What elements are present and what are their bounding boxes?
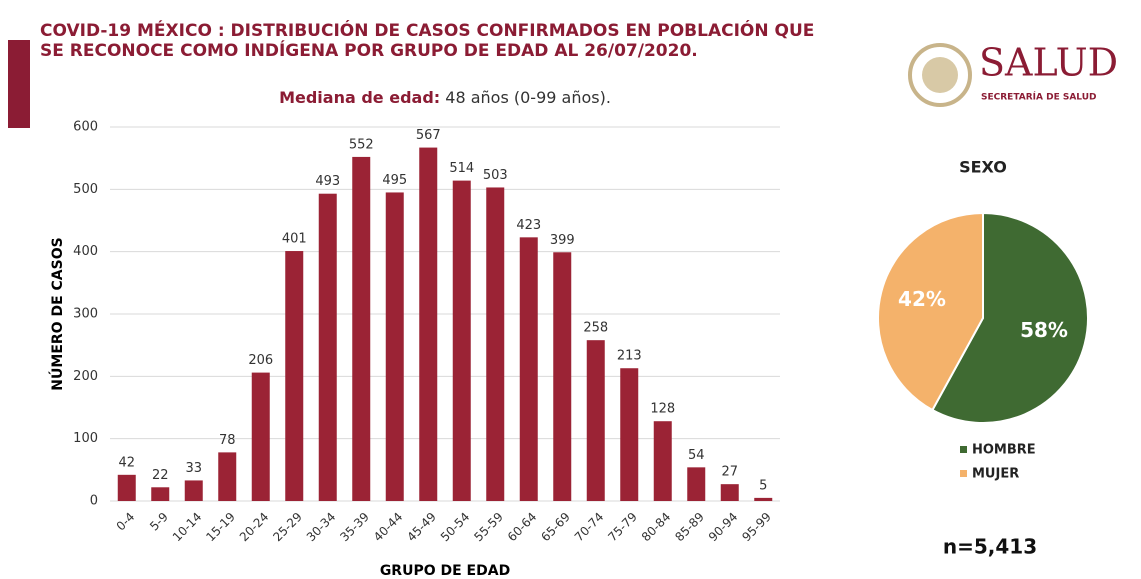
value-label: 552 bbox=[349, 137, 374, 152]
value-label: 493 bbox=[315, 174, 340, 189]
x-tick-label: 0-4 bbox=[114, 510, 138, 534]
x-tick-label: 20-24 bbox=[237, 510, 272, 545]
y-axis-label: NÚMERO DE CASOS bbox=[48, 237, 66, 390]
x-tick-label: 65-69 bbox=[538, 510, 573, 545]
y-tick-label: 600 bbox=[73, 120, 98, 135]
bar-subtitle: Mediana de edad: 48 años (0-99 años). bbox=[279, 88, 611, 107]
x-tick-label: 60-64 bbox=[505, 510, 540, 545]
legend-label: MUJER bbox=[972, 467, 1019, 482]
x-tick-label: 35-39 bbox=[337, 510, 372, 545]
x-tick-label: 10-14 bbox=[170, 510, 205, 545]
bar bbox=[720, 484, 739, 501]
x-tick-label: 85-89 bbox=[672, 510, 707, 545]
x-tick-label: 45-49 bbox=[404, 510, 439, 545]
subtitle-label: Mediana de edad: bbox=[279, 88, 440, 107]
logo-subtitle: SECRETARÍA DE SALUD bbox=[981, 91, 1097, 103]
x-tick-label: 75-79 bbox=[605, 510, 640, 545]
value-label: 495 bbox=[382, 173, 407, 188]
y-tick-label: 0 bbox=[90, 494, 98, 509]
legend-swatch bbox=[960, 470, 967, 477]
bar bbox=[151, 487, 170, 501]
bar bbox=[218, 452, 237, 501]
value-label: 54 bbox=[688, 448, 705, 463]
legend-label: HOMBRE bbox=[972, 443, 1036, 458]
value-label: 22 bbox=[152, 468, 169, 483]
y-tick-label: 100 bbox=[73, 431, 98, 446]
slice-label: 58% bbox=[1020, 318, 1068, 342]
emblem bbox=[908, 43, 972, 107]
bar bbox=[486, 187, 505, 502]
accent-bar bbox=[8, 40, 30, 128]
x-tick-label: 95-99 bbox=[739, 510, 774, 545]
bar bbox=[385, 192, 404, 501]
bar bbox=[553, 252, 572, 501]
x-tick-label: 90-94 bbox=[706, 510, 741, 545]
value-label: 42 bbox=[118, 455, 135, 470]
y-tick-label: 400 bbox=[73, 244, 98, 259]
value-label: 258 bbox=[583, 321, 608, 336]
bar bbox=[620, 368, 639, 501]
value-label: 503 bbox=[483, 168, 508, 183]
x-tick-label: 30-34 bbox=[304, 510, 339, 545]
bar bbox=[687, 467, 706, 501]
y-tick-label: 300 bbox=[73, 307, 98, 322]
x-tick-label: 25-29 bbox=[270, 510, 305, 545]
x-tick-label: 80-84 bbox=[639, 510, 674, 545]
y-tick-label: 500 bbox=[73, 182, 98, 197]
x-tick-label: 40-44 bbox=[371, 510, 406, 545]
value-label: 401 bbox=[282, 232, 307, 247]
x-tick-label: 50-54 bbox=[438, 510, 473, 545]
bar bbox=[285, 251, 304, 501]
pie-slice bbox=[931, 211, 1089, 424]
bar bbox=[184, 480, 203, 501]
x-tick-label: 70-74 bbox=[572, 510, 607, 545]
value-label: 33 bbox=[185, 461, 202, 476]
value-label: 399 bbox=[550, 233, 575, 248]
value-label: 206 bbox=[248, 353, 273, 368]
subtitle-text: 48 años (0-99 años). bbox=[445, 88, 611, 107]
bar bbox=[653, 421, 672, 501]
x-tick-label: 15-19 bbox=[203, 510, 238, 545]
bar bbox=[352, 156, 371, 502]
emblem bbox=[922, 57, 958, 93]
bar bbox=[452, 180, 471, 501]
x-tick-label: 5-9 bbox=[147, 510, 171, 534]
value-label: 5 bbox=[759, 478, 767, 493]
slide-title: COVID-19 MÉXICO : DISTRIBUCIÓN DE CASOS … bbox=[40, 19, 814, 41]
bar bbox=[117, 474, 136, 501]
bar bbox=[251, 372, 270, 501]
value-label: 213 bbox=[617, 349, 642, 364]
bar bbox=[419, 147, 438, 501]
slice-label: 42% bbox=[898, 287, 946, 311]
bar bbox=[586, 340, 605, 501]
legend-swatch bbox=[960, 446, 967, 453]
slide-title: SE RECONOCE COMO INDÍGENA POR GRUPO DE E… bbox=[40, 39, 698, 61]
pie-slice bbox=[877, 211, 984, 412]
logo-name: SALUD bbox=[979, 41, 1118, 85]
value-label: 514 bbox=[449, 161, 474, 176]
value-label: 128 bbox=[650, 402, 675, 417]
x-tick-label: 55-59 bbox=[471, 510, 506, 545]
y-tick-label: 200 bbox=[73, 369, 98, 384]
value-label: 27 bbox=[721, 465, 738, 480]
bar bbox=[318, 193, 337, 502]
x-axis-label: GRUPO DE EDAD bbox=[380, 563, 510, 579]
value-label: 78 bbox=[219, 433, 236, 448]
value-label: 423 bbox=[516, 218, 541, 233]
value-label: 567 bbox=[416, 128, 441, 143]
bar bbox=[519, 237, 538, 501]
pie-title: SEXO bbox=[959, 158, 1007, 177]
pie-annotation: n=5,413 bbox=[943, 535, 1037, 559]
bar bbox=[754, 497, 773, 501]
